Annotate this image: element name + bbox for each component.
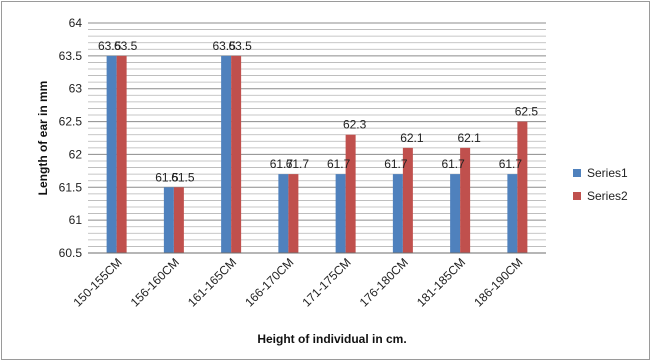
data-label: 63.5 [228, 39, 252, 53]
data-label: 62.1 [400, 131, 424, 145]
bar-series1-176-180cm [392, 174, 403, 253]
y-tick-label: 62.5 [59, 115, 83, 129]
y-tick-label: 63 [69, 82, 83, 96]
y-axis-ticks: 60.5 61 61.5 62 62.5 63 63.5 64 [59, 16, 83, 260]
data-label: 61.5 [155, 170, 179, 184]
data-label: 63.5 [98, 39, 122, 53]
bar-series2-171-175cm [345, 134, 356, 253]
x-tick-label: 181-185CM [414, 255, 468, 309]
x-tick-label: 161-165CM [185, 255, 239, 309]
data-label: 63.5 [114, 39, 138, 53]
x-tick-label: 156-160CM [128, 255, 182, 309]
bar-series1-186-190cm [507, 174, 518, 253]
bar-series2-156-160cm [173, 187, 184, 253]
data-label: 63.5 [212, 39, 236, 53]
bar-series2-186-190cm [517, 121, 528, 253]
legend-label-series2: Series2 [587, 189, 628, 203]
x-tick-label: 150-155CM [71, 255, 125, 309]
bar-series2-181-185cm [460, 147, 471, 253]
data-labels: 63.563.561.561.563.563.561.761.7 61.762.3… [98, 39, 538, 184]
y-axis-title: Length of ear in mm [36, 81, 50, 196]
data-label: 62.3 [343, 118, 367, 132]
y-tick-label: 64 [69, 16, 83, 30]
data-label: 61.7 [270, 157, 294, 171]
bar-series2-176-180cm [402, 147, 413, 253]
y-tick-label: 61 [69, 213, 83, 227]
x-axis-title: Height of individual in cm. [257, 332, 406, 346]
data-label: 61.5 [171, 170, 195, 184]
y-tick-label: 62 [69, 147, 83, 161]
bar-series2-150-155cm [116, 55, 127, 253]
x-tick-label: 166-170CM [242, 255, 296, 309]
legend-swatch-series1 [573, 169, 581, 177]
y-tick-label: 60.5 [59, 246, 83, 260]
bar-series2-166-170cm [288, 174, 299, 253]
bars [106, 55, 528, 253]
data-label: 61.7 [286, 157, 310, 171]
bar-series1-161-165cm [221, 55, 232, 253]
data-label: 61.7 [441, 157, 465, 171]
data-label: 62.1 [457, 131, 481, 145]
x-axis-ticks: 150-155CM 156-160CM 161-165CM 166-170CM 171-… [71, 255, 526, 309]
data-label: 61.7 [384, 157, 408, 171]
bar-series1-181-185cm [450, 174, 461, 253]
x-tick-label: 186-190CM [471, 255, 525, 309]
bar-series1-150-155cm [106, 55, 117, 253]
y-tick-label: 61.5 [59, 180, 83, 194]
data-label: 62.5 [515, 105, 539, 119]
legend-label-series1: Series1 [587, 166, 628, 180]
bar-series2-161-165cm [231, 55, 242, 253]
bar-series1-171-175cm [335, 174, 346, 253]
x-tick-label: 176-180CM [357, 255, 411, 309]
data-label: 61.7 [327, 157, 351, 171]
bar-series1-156-160cm [163, 187, 174, 253]
y-tick-label: 63.5 [59, 49, 83, 63]
legend-swatch-series2 [573, 192, 581, 200]
legend: Series1 Series2 [573, 166, 628, 203]
bar-series1-166-170cm [278, 174, 289, 253]
data-label: 61.7 [499, 157, 523, 171]
x-tick-label: 171-175CM [300, 255, 354, 309]
